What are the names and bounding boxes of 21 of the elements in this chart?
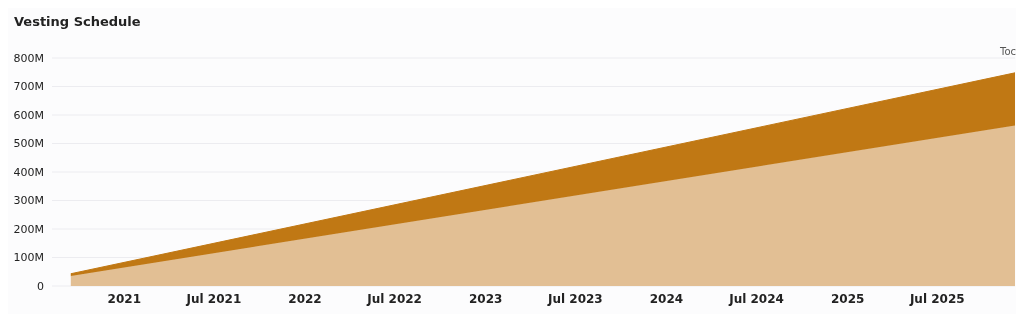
x-tick-label: Jul 2022 [366,291,422,306]
x-tick-label: 2022 [288,291,322,306]
y-tick-label: 300M [13,194,44,208]
y-tick-label: 700M [13,80,44,94]
y-tick-label: 100M [13,251,44,265]
x-tick-label: Jul 2023 [546,291,603,306]
y-tick-label: 400M [13,165,44,179]
y-tick-label: 200M [13,222,44,236]
y-tick-label: 800M [13,51,44,65]
y-tick-label: 500M [13,137,44,151]
y-tick-label: 0 [37,279,44,293]
chart-title: Vesting Schedule [14,14,141,29]
x-tick-label: 2021 [107,291,141,306]
text: Toc [999,46,1016,57]
x-tick-label: 2025 [830,291,865,306]
x-tick-label: 2024 [649,291,684,306]
x-tick-label: 2023 [469,291,503,306]
x-tick-label: Jul 2021 [185,291,242,306]
y-tick-label: 600M [13,108,44,122]
x-tick-label: Jul 2024 [728,291,784,306]
x-tick-label: Jul 2025 [908,291,965,306]
